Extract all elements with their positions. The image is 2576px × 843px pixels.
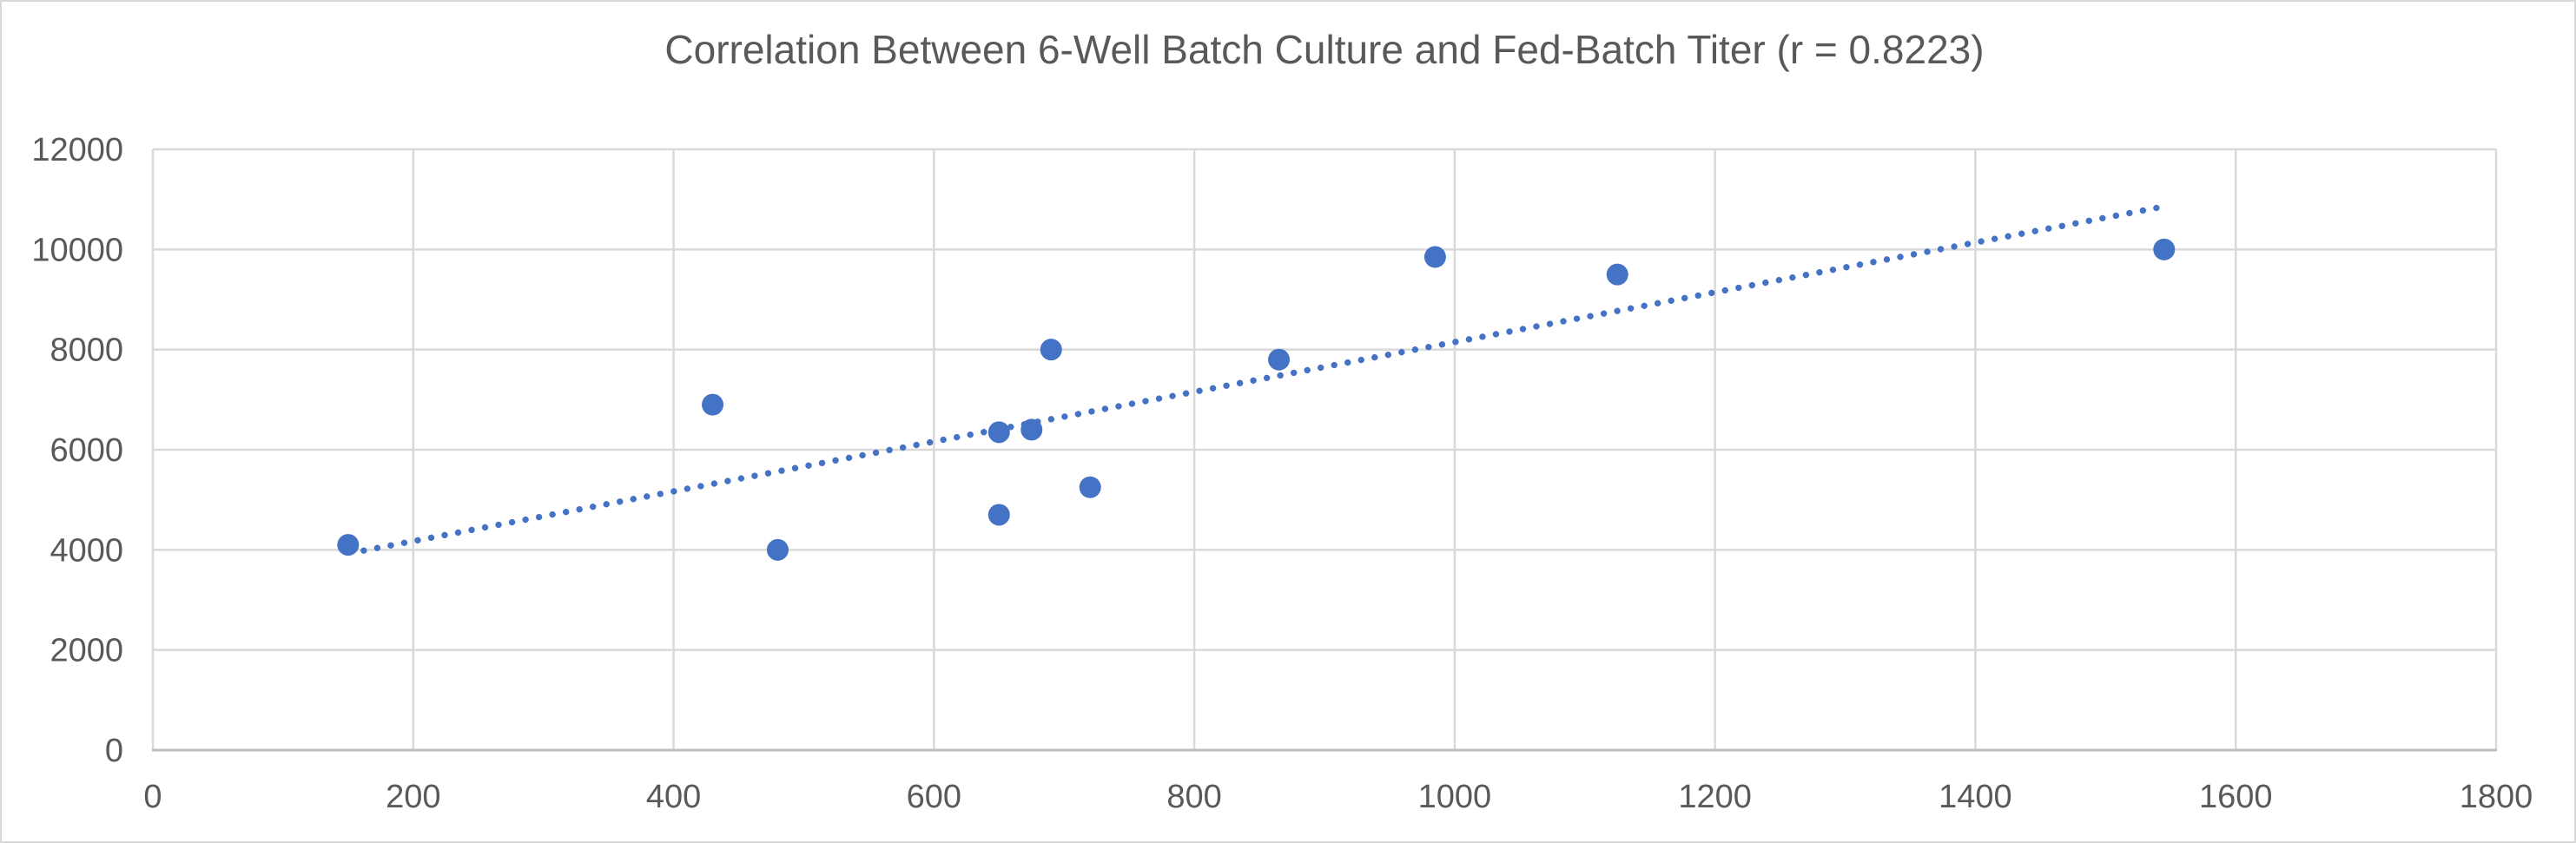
data-point[interactable] — [1020, 418, 1043, 441]
y-tick-label: 12000 — [31, 132, 123, 168]
y-tick-label: 8000 — [50, 333, 123, 369]
data-point[interactable] — [1268, 348, 1291, 371]
y-tick-label: 0 — [105, 733, 123, 769]
x-tick-label: 1200 — [1678, 779, 1752, 815]
data-point[interactable] — [1040, 339, 1062, 361]
y-tick-label: 2000 — [50, 633, 123, 669]
x-tick-label: 1800 — [2460, 779, 2533, 815]
data-point[interactable] — [1079, 476, 1101, 498]
data-point[interactable] — [337, 534, 360, 557]
chart-title: Correlation Between 6-Well Batch Culture… — [664, 27, 1985, 72]
y-tick-label: 6000 — [50, 432, 123, 469]
y-tick-label: 10000 — [31, 232, 123, 268]
x-tick-label: 1400 — [1939, 779, 2012, 815]
x-tick-label: 1600 — [2199, 779, 2273, 815]
trendline[interactable] — [360, 204, 2161, 554]
y-tick-label: 4000 — [50, 532, 123, 569]
data-point[interactable] — [702, 393, 724, 416]
x-tick-label: 200 — [386, 779, 440, 815]
data-point[interactable] — [766, 538, 789, 561]
x-tick-label: 600 — [907, 779, 961, 815]
data-point[interactable] — [987, 504, 1010, 526]
data-point[interactable] — [987, 421, 1010, 444]
x-tick-label: 400 — [646, 779, 701, 815]
x-tick-label: 0 — [143, 779, 162, 815]
data-point[interactable] — [1606, 263, 1628, 286]
data-point[interactable] — [2153, 238, 2176, 260]
data-point[interactable] — [1423, 246, 1446, 268]
x-tick-label: 800 — [1166, 779, 1221, 815]
x-tick-label: 1000 — [1418, 779, 1492, 815]
